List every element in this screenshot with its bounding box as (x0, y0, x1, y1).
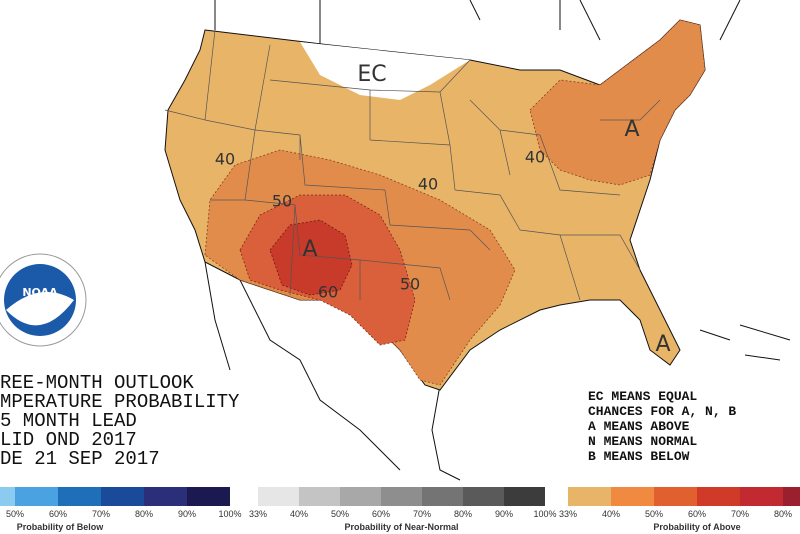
canada-border (214, 0, 741, 45)
map-label: A (302, 237, 317, 262)
legend-tick: 50% (6, 509, 24, 519)
legend-tick: 40% (290, 509, 308, 519)
legend-tick: 40% (602, 509, 620, 519)
legend-tick: 60% (49, 509, 67, 519)
legend-swatch (463, 487, 504, 506)
outlook-line: DE 21 SEP 2017 (0, 448, 160, 470)
key-line: A MEANS ABOVE (588, 419, 690, 434)
map-label: EC (357, 62, 386, 87)
ec-area (300, 42, 470, 100)
prob-70 (269, 219, 353, 296)
legend-swatch (187, 487, 230, 506)
legend-tick: 80% (774, 509, 792, 519)
legend-swatch (0, 487, 15, 506)
legend-swatch (144, 487, 187, 506)
mexico-coast (204, 261, 791, 481)
legend-tick: 70% (92, 509, 110, 519)
legend-swatch (15, 487, 58, 506)
legend-tick: 70% (731, 509, 749, 519)
key-line: N MEANS NORMAL (588, 434, 697, 449)
legend-tick: 50% (645, 509, 663, 519)
legend-title: Probability of Below (17, 522, 105, 532)
outlook-line: REE-MONTH OUTLOOK (0, 372, 194, 394)
legend-tick: 100% (218, 509, 241, 519)
legend-title: Probability of Near-Normal (344, 522, 458, 532)
map-label: A (655, 332, 670, 357)
map-label: 50 (400, 275, 420, 294)
legend-swatch (504, 487, 545, 506)
legend-swatch (611, 487, 654, 506)
legend-swatch (654, 487, 697, 506)
legend: 50% 60% 70% 80% 90% 100% Probability of Below 3… (0, 487, 800, 532)
outlook-line: LID OND 2017 (0, 429, 137, 451)
legend-title: Probability of Above (653, 522, 740, 532)
prob-50-northeast (529, 19, 706, 186)
legend-tick: 33% (559, 509, 577, 519)
key-line: B MEANS BELOW (588, 449, 690, 464)
legend-swatch (783, 487, 800, 506)
key-line: CHANCES FOR A, N, B (588, 404, 736, 419)
legend-swatch (381, 487, 422, 506)
legend-tick: 90% (495, 509, 513, 519)
legend-swatch (422, 487, 463, 506)
legend-swatch (101, 487, 144, 506)
legend-swatch (258, 487, 299, 506)
legend-tick: 70% (413, 509, 431, 519)
legend-swatch (568, 487, 611, 506)
logo-bird (6, 292, 74, 326)
legend-tick: 50% (331, 509, 349, 519)
legend-tick: 90% (178, 509, 196, 519)
state-lines (164, 29, 661, 301)
map-label: 40 (215, 150, 235, 169)
legend-swatch (697, 487, 740, 506)
outlook-line: MPERATURE PROBABILITY (0, 391, 240, 413)
legend-tick: 80% (135, 509, 153, 519)
map-label: 60 (318, 283, 338, 302)
map-label: 50 (272, 192, 292, 211)
legend-tick: 33% (249, 509, 267, 519)
outlook-line: 5 MONTH LEAD (0, 410, 137, 432)
map-label: A (624, 117, 639, 142)
legend-tick: 100% (533, 509, 556, 519)
logo-text: NOAA (22, 286, 58, 299)
legend-swatch (58, 487, 101, 506)
legend-swatch (740, 487, 783, 506)
legend-swatch (299, 487, 340, 506)
legend-swatch (340, 487, 381, 506)
map-label: 40 (418, 175, 438, 194)
map-label: 40 (525, 148, 545, 167)
legend-tick: 60% (688, 509, 706, 519)
legend-tick: 60% (372, 509, 390, 519)
key-line: EC MEANS EQUAL (588, 389, 697, 404)
legend-tick: 80% (454, 509, 472, 519)
